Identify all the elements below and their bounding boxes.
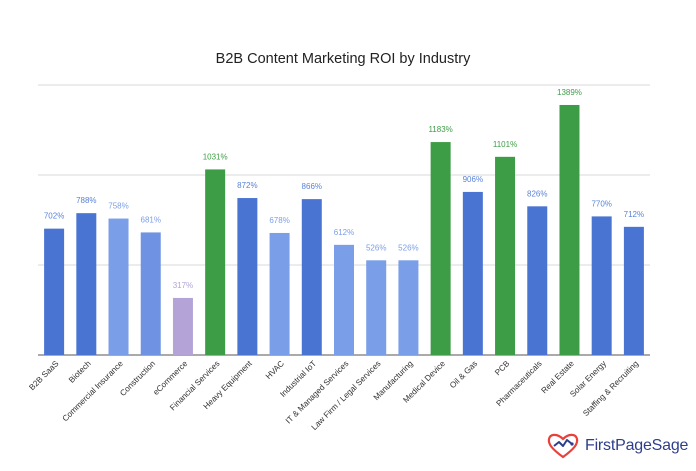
bar xyxy=(108,218,129,355)
bar xyxy=(559,104,580,355)
bar-value-label: 1101% xyxy=(493,140,517,149)
bar xyxy=(527,206,548,355)
bar xyxy=(301,199,322,355)
bar xyxy=(334,244,354,355)
bar-value-label: 712% xyxy=(624,210,644,219)
x-tick-label: Oil & Gas xyxy=(448,359,479,390)
bar xyxy=(237,198,258,355)
bar xyxy=(140,232,161,355)
bar xyxy=(205,169,226,355)
bar xyxy=(398,260,419,355)
x-tick-label: Staffing & Recruiting xyxy=(581,359,640,418)
bar-value-label: 526% xyxy=(398,243,418,252)
bar xyxy=(495,156,516,355)
heart-chart-icon xyxy=(547,433,579,459)
bar xyxy=(366,260,387,355)
bar-value-label: 681% xyxy=(141,215,161,224)
value-labels: 702% 788% 758% 681% 317% 1031% 872% 678% 866% 612… xyxy=(44,88,644,290)
bar-value-label: 526% xyxy=(366,243,386,252)
bar-value-label: 678% xyxy=(269,216,289,225)
x-tick-label: Commercial Insurance xyxy=(61,359,126,424)
bars xyxy=(44,104,644,355)
bar-value-label: 702% xyxy=(44,212,64,221)
x-tick-label: IT & Managed Services xyxy=(284,359,350,425)
chart-title: B2B Content Marketing ROI by Industry xyxy=(216,51,471,67)
x-tick-label: Biotech xyxy=(67,359,93,385)
bar xyxy=(591,216,612,355)
bar-value-label: 770% xyxy=(591,199,611,208)
bar-value-label: 826% xyxy=(527,189,547,198)
bar xyxy=(430,142,451,355)
bar-value-label: 866% xyxy=(302,182,322,191)
bar-value-label: 758% xyxy=(108,202,128,211)
bar xyxy=(623,226,644,355)
bar-value-label: 1389% xyxy=(557,88,582,97)
bar-value-label: 788% xyxy=(76,196,96,205)
bar xyxy=(44,228,65,355)
brand-name: FirstPageSage xyxy=(585,437,689,454)
bar-value-label: 1031% xyxy=(203,152,228,161)
x-tick-label: HVAC xyxy=(264,359,286,381)
bar xyxy=(462,191,483,355)
x-tick-label: PCB xyxy=(493,359,512,378)
bar xyxy=(76,213,97,355)
bar xyxy=(269,232,290,355)
bar-value-label: 906% xyxy=(463,175,483,184)
bar-value-label: 612% xyxy=(334,228,354,237)
bar xyxy=(172,297,193,355)
bar-value-label: 317% xyxy=(173,281,193,290)
x-tick-label: B2B SaaS xyxy=(27,359,60,392)
brand-logo: FirstPageSage xyxy=(546,432,688,460)
bar-value-label: 1183% xyxy=(428,125,452,134)
bar-value-label: 872% xyxy=(237,181,257,190)
